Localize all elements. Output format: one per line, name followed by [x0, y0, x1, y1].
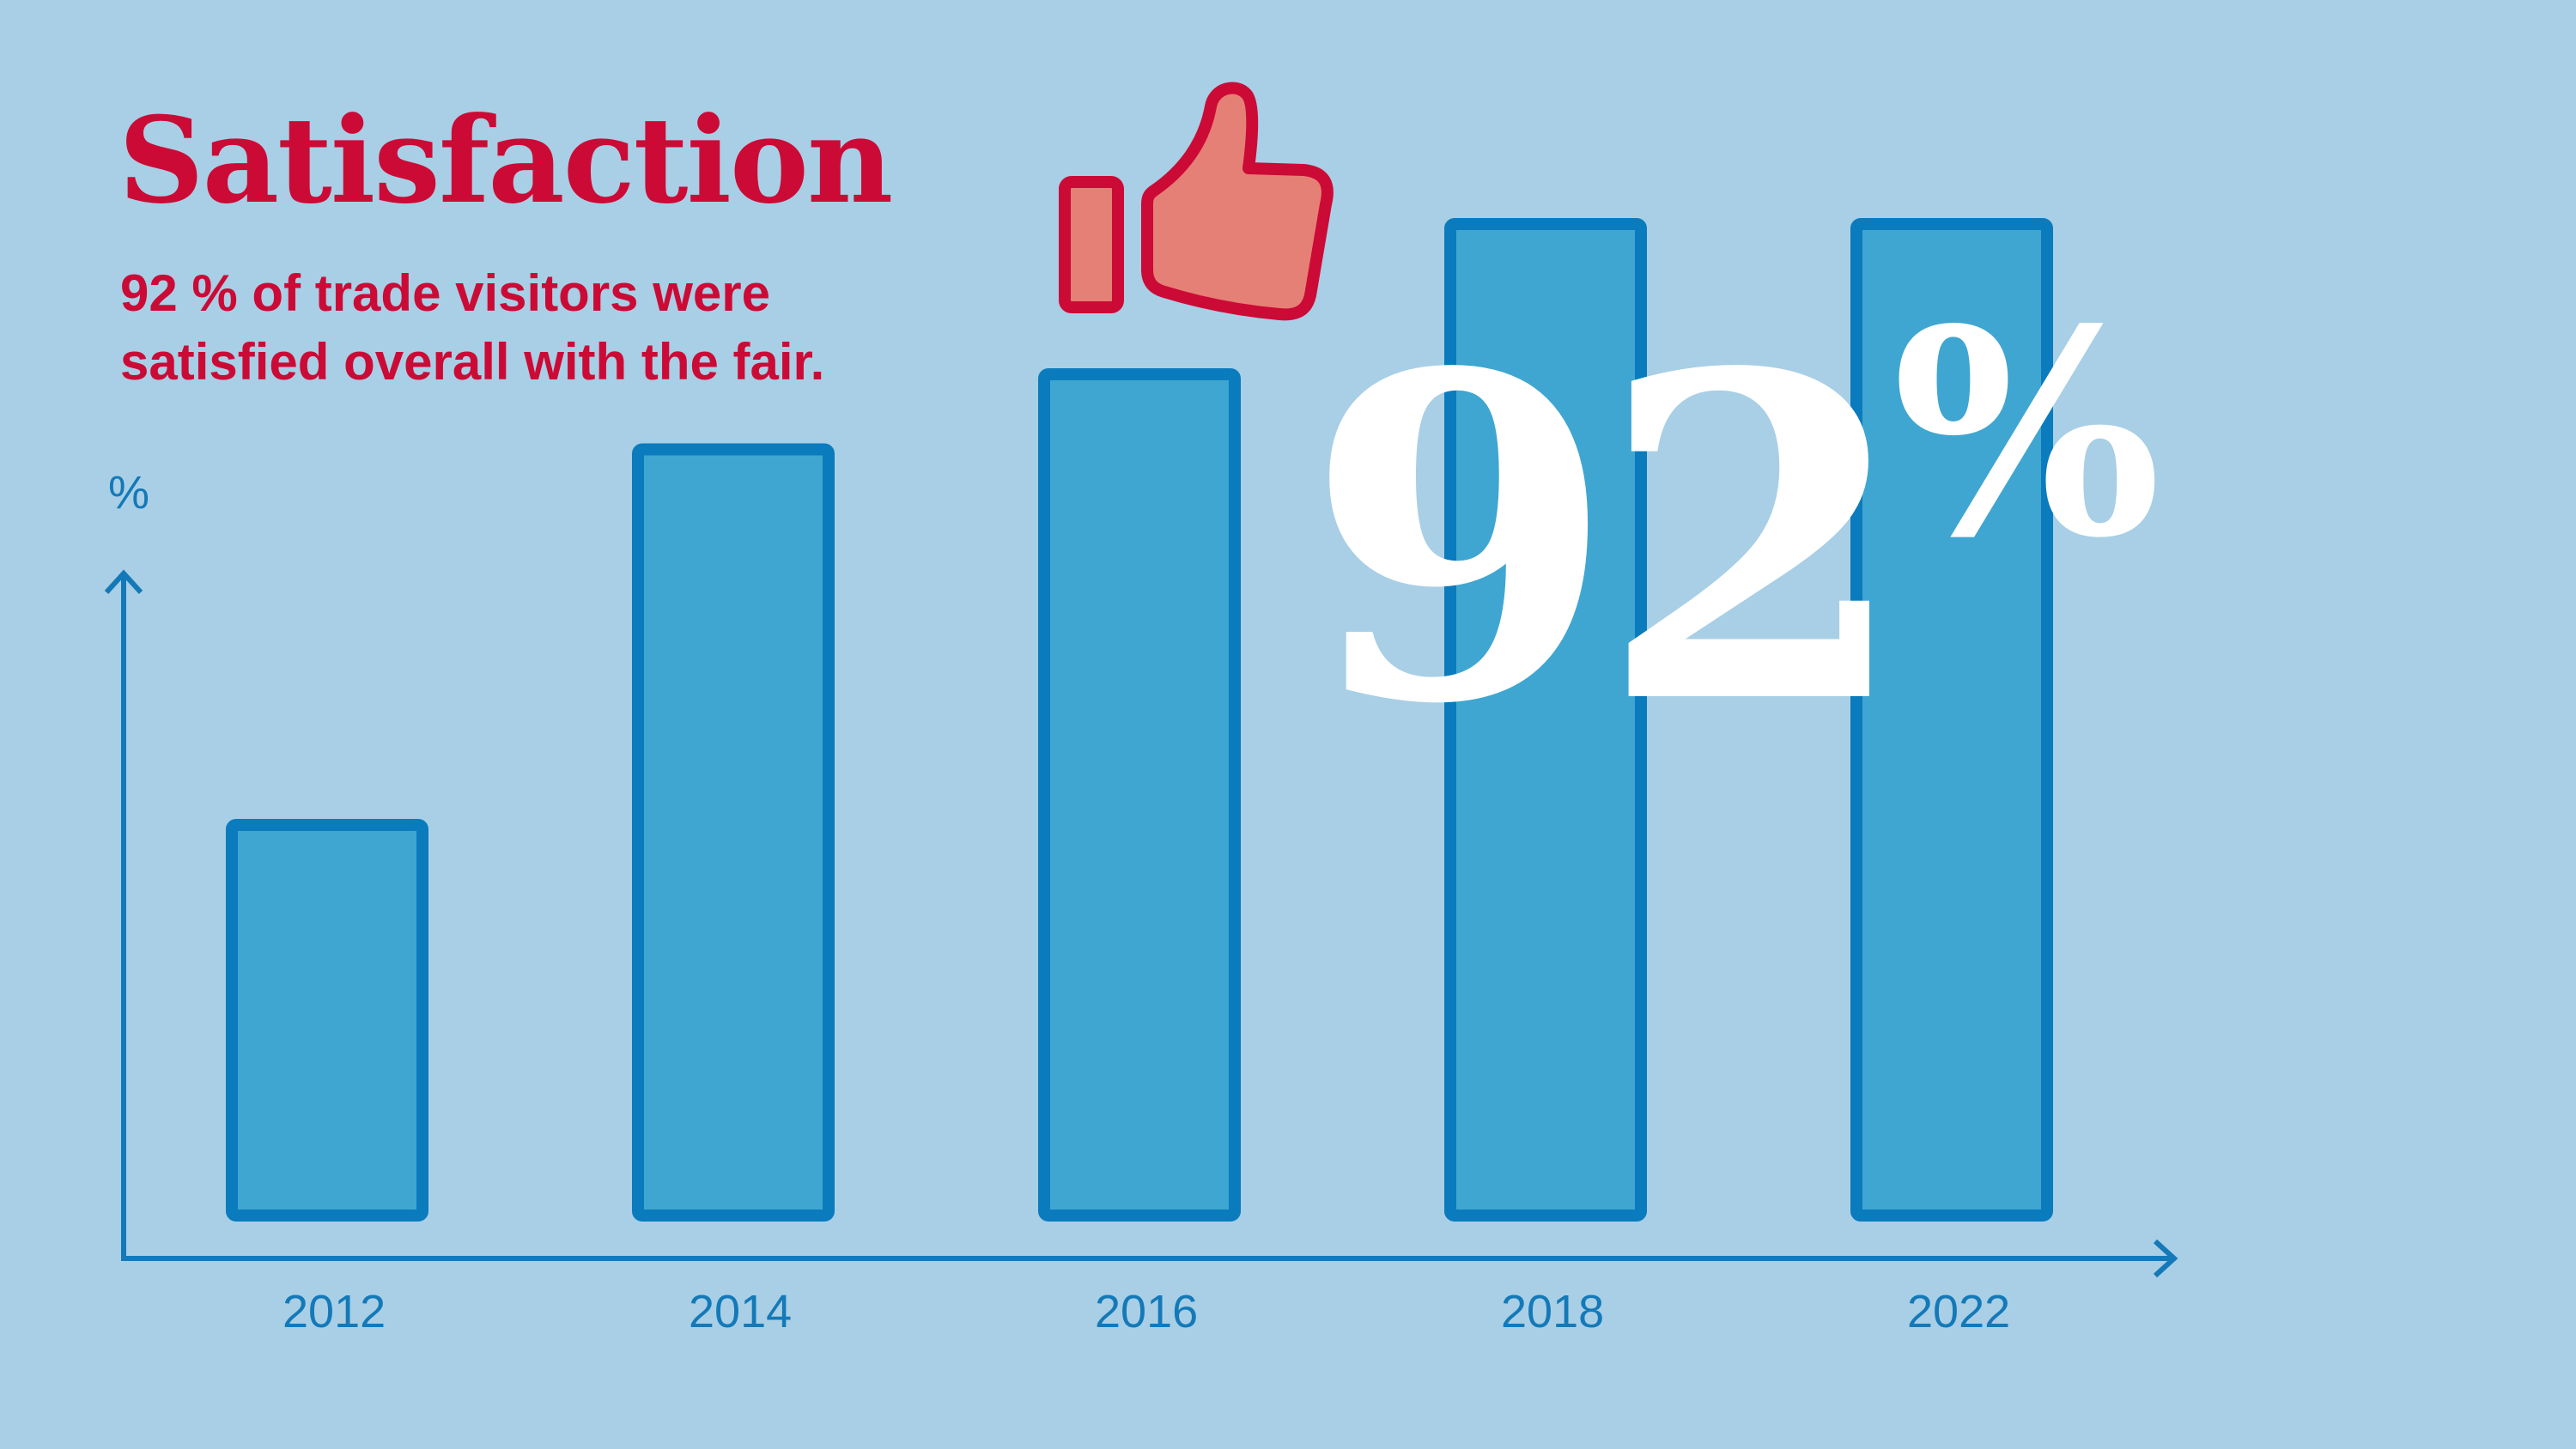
- y-axis-arrow: [104, 569, 143, 595]
- bar-2014: [632, 443, 835, 1222]
- bar-2016: [1038, 368, 1241, 1222]
- x-tick-label: 2014: [689, 1286, 792, 1337]
- x-tick-label: 2012: [283, 1286, 386, 1337]
- highlight-value: 92%: [1305, 292, 2161, 763]
- bar-2022: [1850, 218, 2053, 1222]
- x-tick-label: 2022: [1907, 1286, 2010, 1337]
- y-axis-label: %: [108, 467, 149, 518]
- page-title: Satisfaction: [118, 90, 893, 230]
- x-tick-label: 2016: [1095, 1286, 1198, 1337]
- highlight-number: 92: [1305, 277, 1910, 802]
- highlight-unit: %: [1892, 267, 2162, 600]
- x-axis-arrow: [2153, 1239, 2178, 1278]
- thumbs-up-icon: [1059, 82, 1334, 321]
- subtitle: 92 % of trade visitors were satisfied ov…: [120, 264, 825, 391]
- bar-2012: [226, 819, 428, 1222]
- bar-2018: [1444, 218, 1647, 1222]
- x-tick-label: 2018: [1501, 1286, 1604, 1337]
